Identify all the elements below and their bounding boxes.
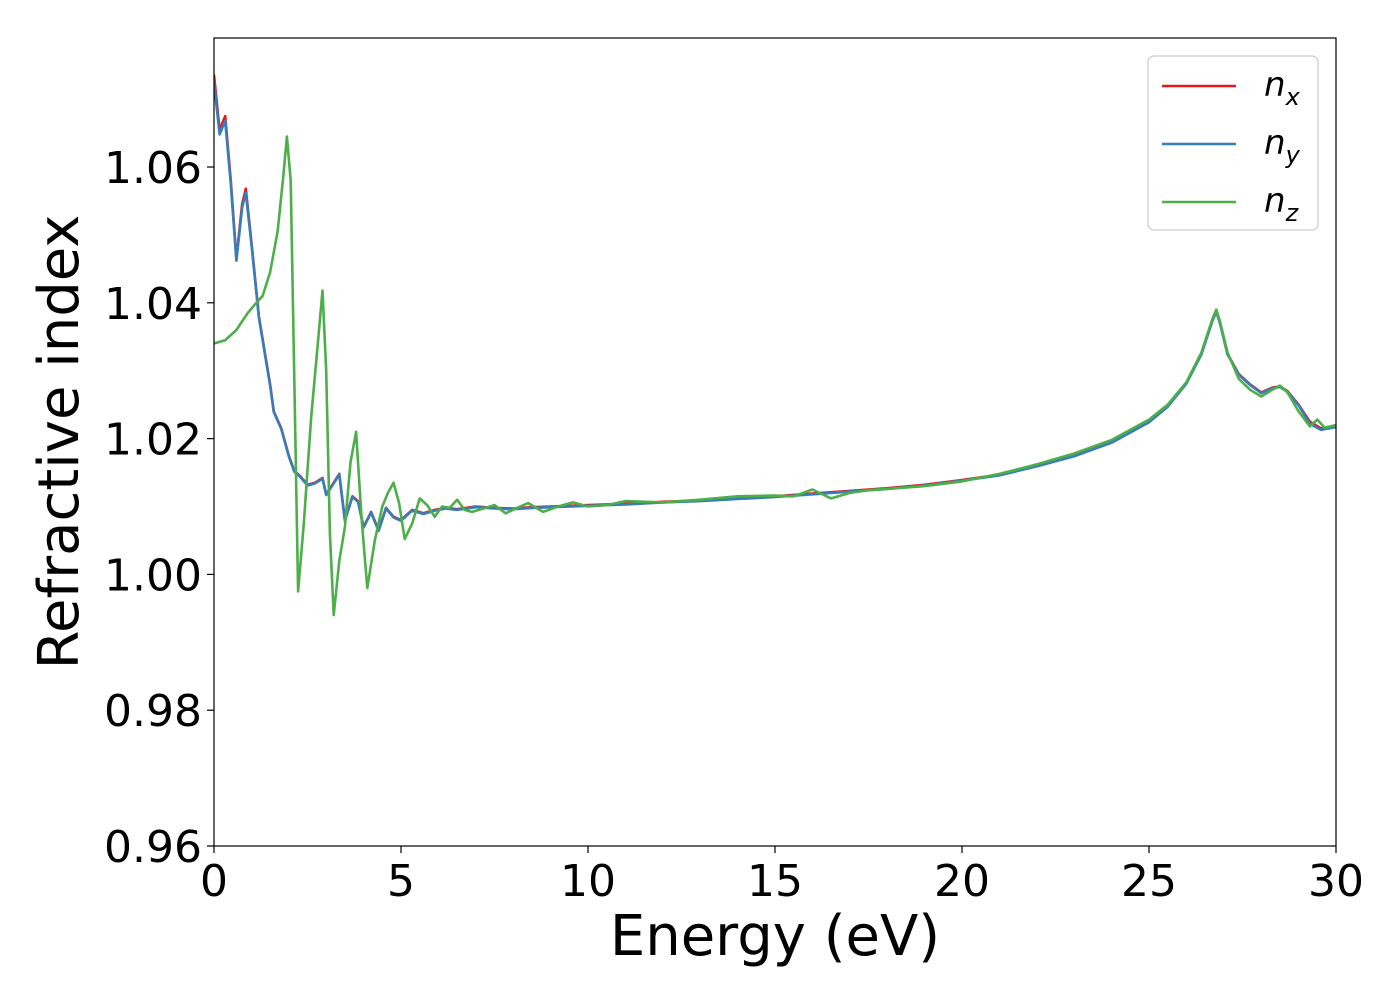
x-axis-title: Energy (eV) xyxy=(610,904,940,969)
y-axis-ticks: 0.96 0.98 1.00 1.02 1.04 1.06 xyxy=(104,143,214,873)
y-tick-label: 0.96 xyxy=(104,822,202,873)
legend-label-y: ny xyxy=(1264,123,1301,169)
x-tick-label: 30 xyxy=(1308,856,1364,907)
x-tick-label: 25 xyxy=(1121,856,1177,907)
y-tick-label: 1.06 xyxy=(104,143,202,194)
x-tick-label: 20 xyxy=(934,856,990,907)
series-layer xyxy=(214,74,1336,617)
legend: nx ny nz xyxy=(1147,55,1319,231)
y-axis-title: Refractive index xyxy=(27,215,92,670)
legend-label-x: nx xyxy=(1264,65,1301,111)
x-tick-label: 0 xyxy=(200,856,228,907)
y-tick-label: 1.04 xyxy=(104,279,202,330)
series-line-z xyxy=(214,135,1336,617)
y-tick-label: 1.02 xyxy=(104,415,202,466)
x-tick-label: 5 xyxy=(387,856,415,907)
x-tick-label: 15 xyxy=(747,856,803,907)
legend-label-z: nz xyxy=(1264,181,1300,227)
x-axis-ticks: 0 5 10 15 20 25 30 xyxy=(200,846,1364,907)
x-tick-label: 10 xyxy=(560,856,616,907)
y-tick-label: 1.00 xyxy=(104,550,202,601)
y-tick-label: 0.98 xyxy=(104,686,202,737)
